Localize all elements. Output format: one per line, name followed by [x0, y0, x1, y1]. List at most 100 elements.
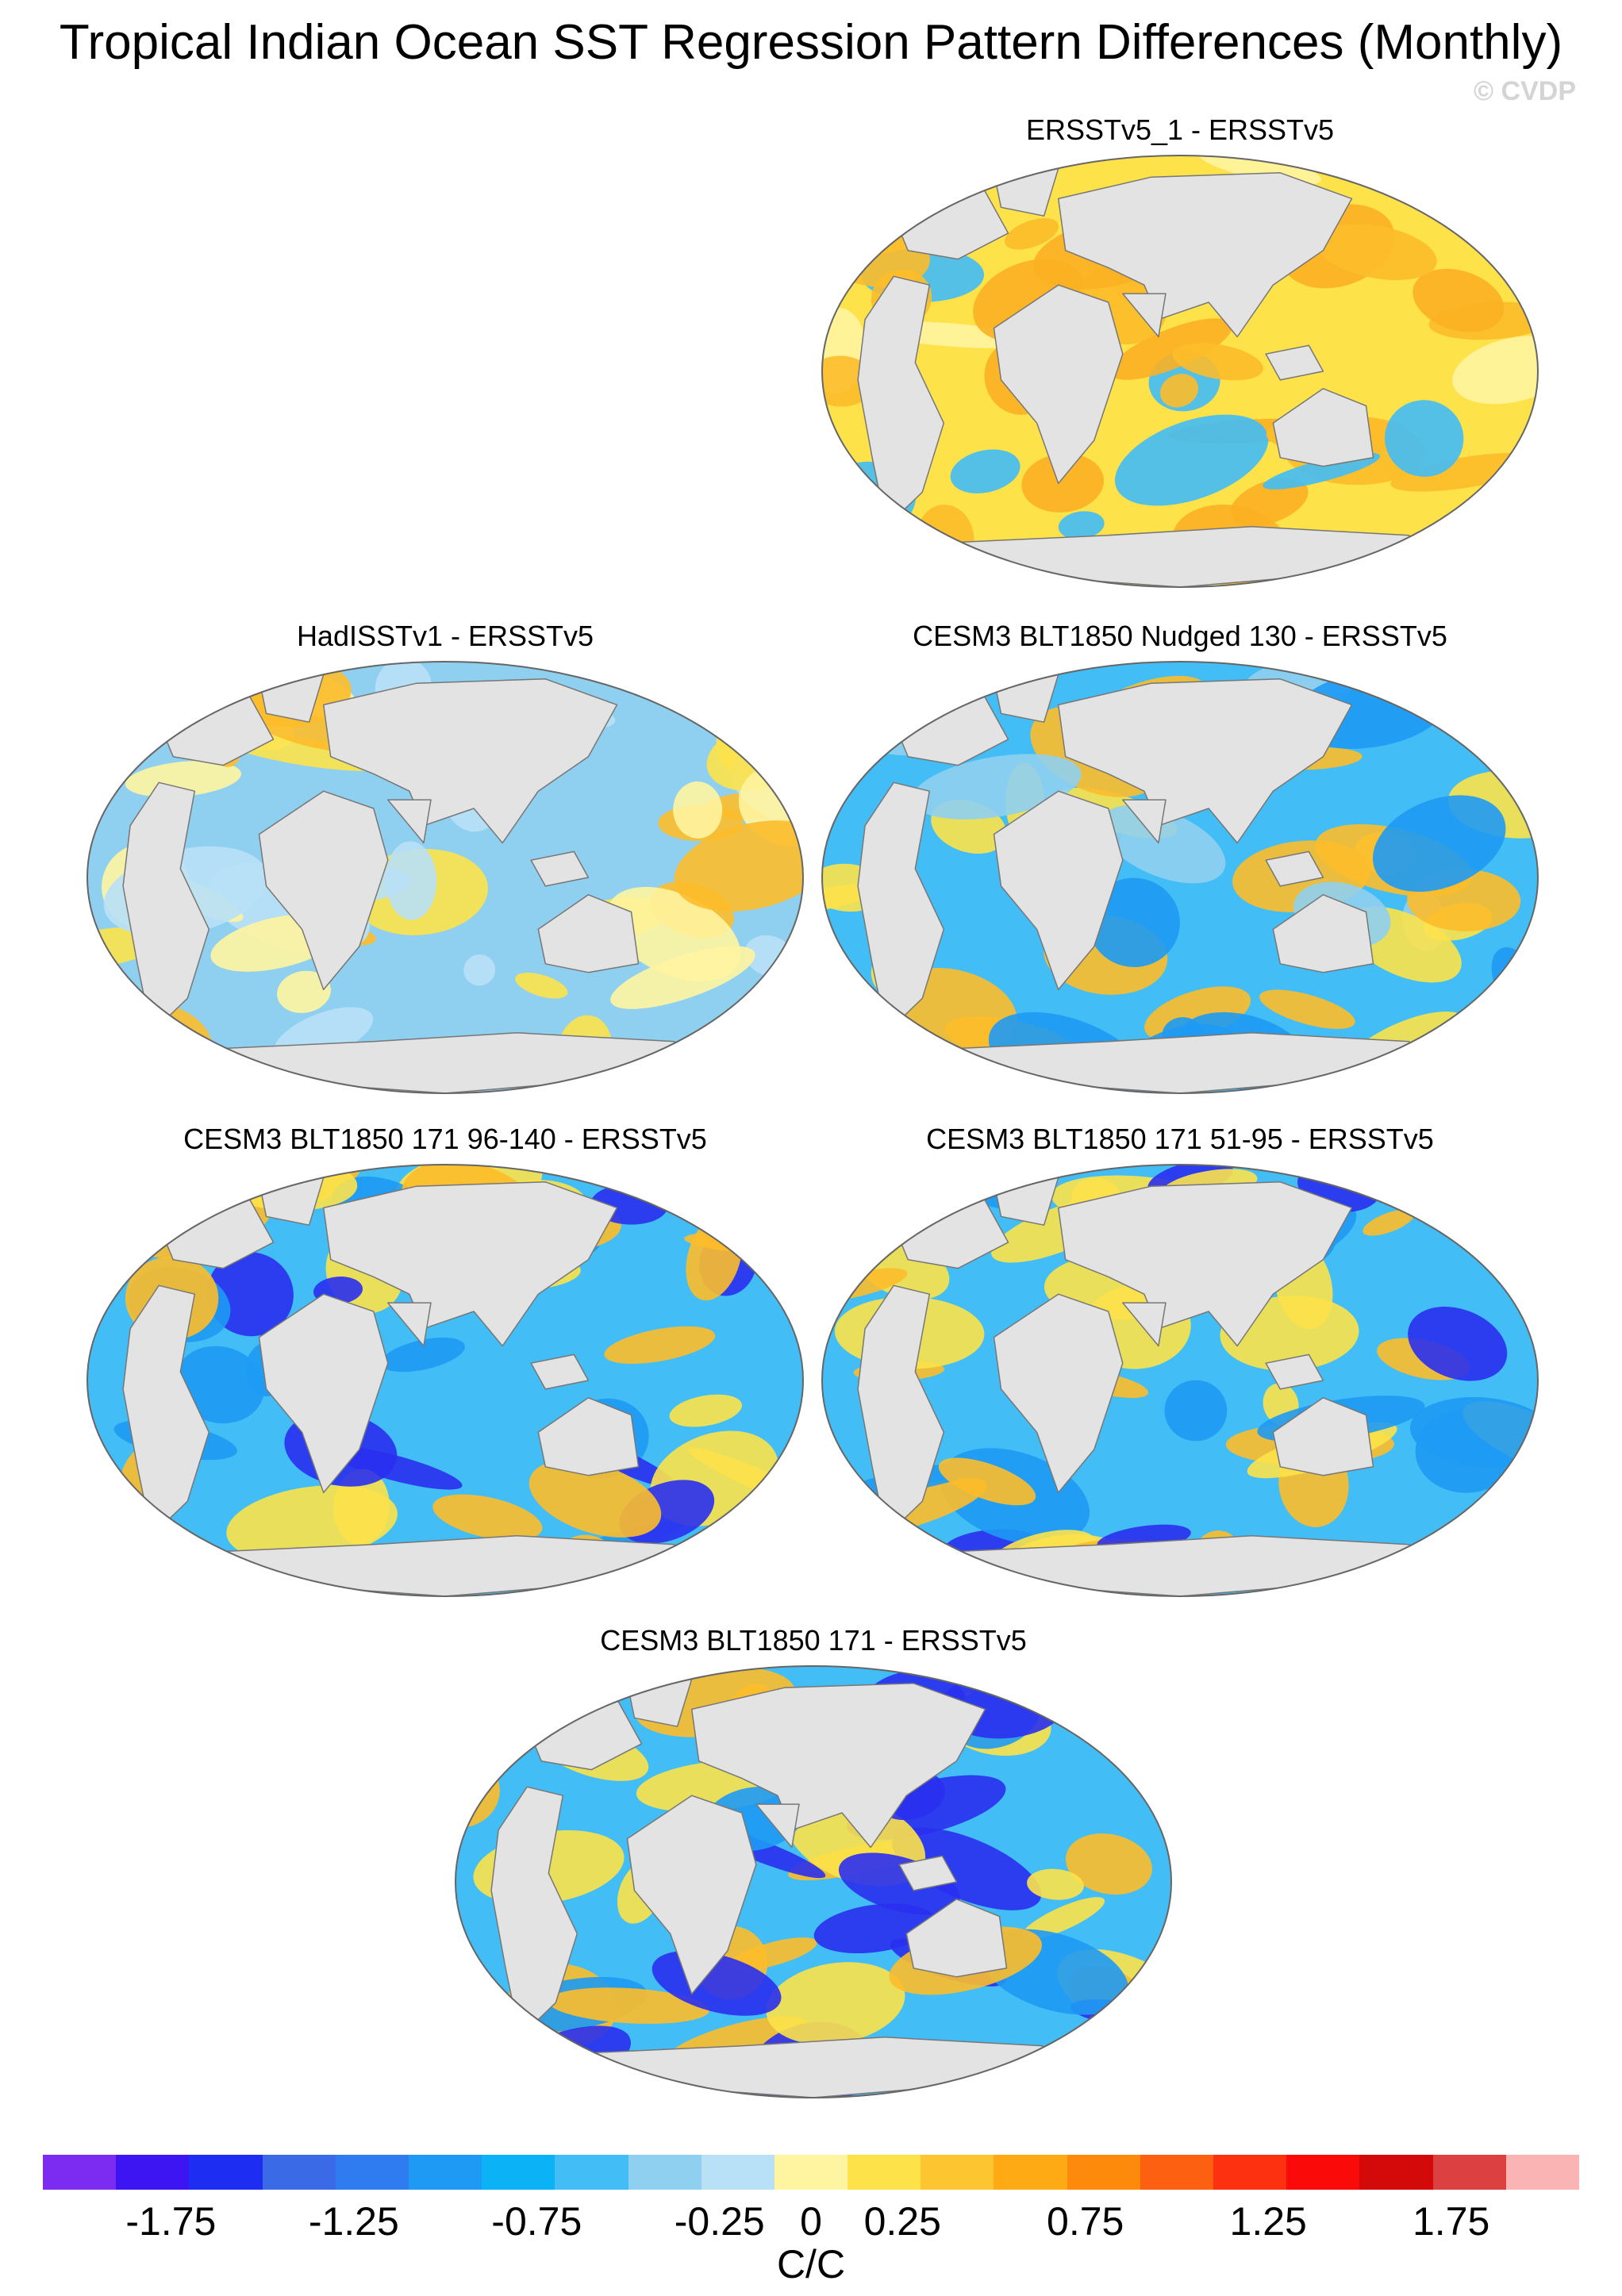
anomaly-contour — [1413, 268, 1505, 332]
sst-field — [87, 662, 803, 1093]
colorbar-swatch — [701, 2155, 774, 2190]
figure-title: Tropical Indian Ocean SST Regression Pat… — [59, 15, 1563, 70]
land-mass — [993, 790, 1124, 991]
anomaly-contour — [226, 1485, 398, 1562]
land-mass — [530, 1353, 590, 1390]
land-mass — [387, 799, 432, 844]
anomaly-contour — [1172, 343, 1263, 381]
map-frame — [821, 155, 1539, 588]
land-mass — [993, 1293, 1124, 1494]
land-mass — [1272, 894, 1374, 973]
land-mass — [626, 1795, 757, 1995]
anomaly-contour — [822, 155, 941, 213]
map-panel-171-51-95: CESM3 BLT1850 171 51-95 - ERSSTv5 — [821, 1122, 1539, 1598]
anomaly-contour — [1088, 877, 1180, 968]
land-mass — [1057, 172, 1353, 338]
land-mass — [322, 678, 618, 844]
map-frame — [455, 1665, 1172, 2098]
map-panel-171-96-140: CESM3 BLT1850 171 96-140 - ERSSTv5 — [86, 1122, 805, 1598]
colorbar-swatch — [408, 2155, 482, 2190]
anomaly-contour — [813, 1903, 936, 1954]
sst-field — [822, 1165, 1538, 1596]
land-mass — [258, 1293, 389, 1494]
land-mass — [1265, 850, 1324, 887]
colorbar-swatch — [1286, 2155, 1360, 2190]
land-mass — [122, 1284, 210, 1537]
colorbar-swatch — [43, 2155, 117, 2190]
map-panel-erssstv5-1: ERSSTv5_1 - ERSSTv5 — [821, 113, 1539, 589]
panel-title: HadISSTv1 - ERSSTv5 — [296, 620, 594, 652]
anomaly-contour — [892, 1827, 1042, 1910]
anomaly-contour — [515, 972, 568, 999]
map-panel-nudged-130: CESM3 BLT1850 Nudged 130 - ERSSTv5 — [821, 619, 1539, 1095]
colorbar-swatch — [848, 2155, 921, 2190]
anomaly-contour — [463, 954, 496, 986]
anomaly-contour — [385, 841, 437, 920]
sst-field — [822, 155, 1538, 587]
land-mass — [1272, 388, 1374, 467]
colorbar — [43, 2155, 1579, 2190]
anomaly-contour — [1100, 804, 1226, 884]
land-mass — [122, 781, 210, 1034]
world-map — [86, 1164, 804, 1597]
world-map — [86, 661, 804, 1094]
land-mass — [490, 1786, 578, 2038]
panel-title: CESM3 BLT1850 Nudged 130 - ERSSTv5 — [913, 620, 1447, 652]
land-mass — [387, 1302, 432, 1347]
map-frame — [86, 1164, 804, 1597]
anomaly-contour — [157, 662, 197, 731]
anomaly-contour — [950, 449, 1020, 493]
panel-title: CESM3 BLT1850 171 - ERSSTv5 — [600, 1624, 1027, 1657]
map-frame — [821, 661, 1539, 1094]
anomaly-contour — [673, 781, 723, 839]
colorbar-swatch — [1359, 2155, 1433, 2190]
copyright-watermark: © CVDP — [1474, 76, 1576, 106]
land-mass — [1122, 799, 1167, 844]
land-mass — [898, 1855, 958, 1891]
colorbar-swatch — [189, 2155, 263, 2190]
anomaly-contour — [1385, 400, 1464, 477]
anomaly-contour — [432, 1494, 543, 1541]
anomaly-contour — [1114, 414, 1269, 506]
world-map — [821, 155, 1539, 588]
land-mass — [857, 275, 945, 528]
anomaly-contour — [87, 662, 208, 697]
anomaly-contour — [514, 1666, 579, 1713]
sst-field — [87, 1165, 803, 1596]
colorbar-swatch — [335, 2155, 409, 2190]
anomaly-contour — [1065, 1833, 1152, 1895]
anomaly-contour — [467, 2056, 540, 2097]
map-panel-171: CESM3 BLT1850 171 - ERSSTv5 — [454, 1623, 1173, 2099]
colorbar-swatch — [994, 2155, 1067, 2190]
land-mass — [857, 1284, 945, 1537]
anomaly-contour — [1059, 2075, 1171, 2098]
colorbar-swatch — [116, 2155, 190, 2190]
anomaly-contour — [1470, 1172, 1538, 1260]
land-mass — [1265, 344, 1324, 381]
anomaly-contour — [1021, 1897, 1105, 1940]
colorbar-swatch — [1213, 2155, 1287, 2190]
panel-title: CESM3 BLT1850 171 96-140 - ERSSTv5 — [183, 1123, 707, 1155]
land-mass — [1122, 1302, 1167, 1347]
anomaly-contour — [822, 155, 924, 217]
anomaly-contour — [1109, 318, 1232, 380]
colorbar-swatch — [1067, 2155, 1140, 2190]
anomaly-contour — [381, 1337, 465, 1373]
land-mass — [1265, 1353, 1324, 1390]
colorbar-swatch — [1505, 2155, 1579, 2190]
sst-field — [455, 1666, 1171, 2098]
anomaly-contour — [786, 1165, 803, 1187]
anomaly-contour — [1452, 336, 1538, 405]
anomaly-contour — [1363, 1209, 1416, 1236]
anomaly-contour — [1316, 224, 1437, 281]
anomaly-contour — [822, 1051, 857, 1093]
colorbar-swatch — [1140, 2155, 1213, 2190]
anomaly-contour — [1438, 200, 1538, 227]
colorbar-units: C/C — [776, 2242, 846, 2286]
anomaly-contour — [604, 1326, 716, 1365]
map-frame — [86, 661, 804, 1094]
colorbar-tick-label: -1.25 — [308, 2199, 399, 2244]
anomaly-contour — [1439, 155, 1538, 210]
anomaly-contour — [912, 754, 1082, 820]
colorbar-swatch — [774, 2155, 848, 2190]
